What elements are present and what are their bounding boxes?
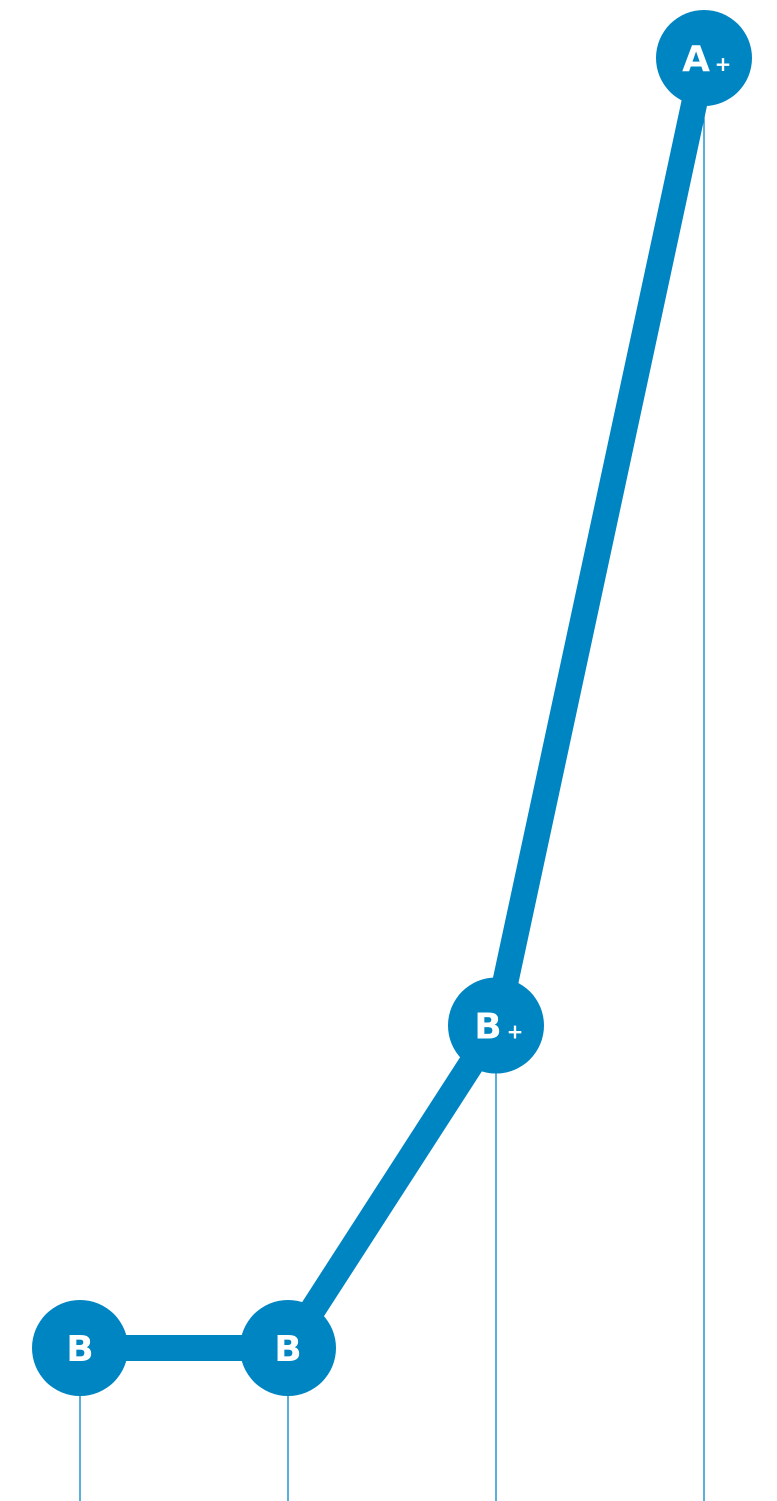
grade-letter: B bbox=[66, 1329, 93, 1370]
drop-lines bbox=[79, 106, 705, 1501]
trend-line bbox=[80, 55, 717, 1361]
grade-marker-3: B + bbox=[448, 977, 544, 1074]
grade-marker-4: A + bbox=[656, 10, 752, 106]
marker-circle bbox=[240, 1300, 336, 1396]
line-segment-3 bbox=[483, 55, 717, 1029]
grade-marker-1: B bbox=[32, 1300, 128, 1396]
grade-modifier: + bbox=[715, 52, 732, 76]
grade-letter: B bbox=[274, 1329, 301, 1370]
grade-letter: A bbox=[682, 39, 710, 80]
grade-modifier: + bbox=[507, 1020, 524, 1044]
marker-circle bbox=[32, 1300, 128, 1396]
grade-markers: B BB +A + bbox=[32, 10, 752, 1396]
grade-letter: B bbox=[474, 1007, 501, 1048]
grade-marker-2: B bbox=[240, 1300, 336, 1396]
line-segment-2 bbox=[277, 1018, 507, 1356]
marker-circle bbox=[656, 10, 752, 106]
marker-circle bbox=[448, 977, 544, 1074]
